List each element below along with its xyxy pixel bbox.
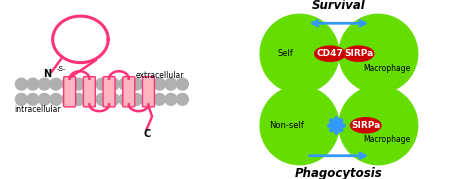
Text: Phagocytosis: Phagocytosis — [295, 167, 383, 179]
Circle shape — [142, 93, 154, 105]
Circle shape — [154, 93, 165, 105]
Circle shape — [108, 78, 119, 90]
Circle shape — [38, 93, 50, 105]
Circle shape — [142, 78, 154, 90]
Ellipse shape — [343, 46, 374, 61]
Text: Non-self: Non-self — [270, 121, 304, 130]
Circle shape — [50, 78, 62, 90]
Text: -S-: -S- — [57, 66, 66, 72]
Circle shape — [130, 78, 142, 90]
Circle shape — [130, 93, 142, 105]
Circle shape — [27, 93, 39, 105]
Text: Macrophage: Macrophage — [364, 64, 411, 72]
Text: intracellular: intracellular — [14, 105, 61, 114]
FancyBboxPatch shape — [103, 77, 115, 107]
Text: extracellular: extracellular — [136, 71, 184, 80]
Circle shape — [38, 78, 50, 90]
Circle shape — [119, 93, 131, 105]
Circle shape — [339, 86, 418, 165]
Text: Survival: Survival — [312, 0, 366, 12]
Circle shape — [27, 78, 39, 90]
Text: SIRPa: SIRPa — [351, 121, 380, 130]
Circle shape — [50, 93, 62, 105]
Circle shape — [339, 14, 418, 93]
Circle shape — [154, 78, 165, 90]
Circle shape — [165, 78, 177, 90]
Circle shape — [260, 14, 339, 93]
Circle shape — [176, 93, 188, 105]
FancyBboxPatch shape — [143, 77, 155, 107]
Circle shape — [108, 93, 119, 105]
Text: CD47: CD47 — [317, 49, 343, 58]
Circle shape — [119, 78, 131, 90]
Circle shape — [84, 78, 96, 90]
Text: Macrophage: Macrophage — [364, 135, 411, 144]
Circle shape — [165, 93, 177, 105]
FancyBboxPatch shape — [123, 77, 135, 107]
FancyBboxPatch shape — [64, 77, 76, 107]
Circle shape — [16, 93, 27, 105]
FancyBboxPatch shape — [83, 77, 95, 107]
Text: C: C — [144, 129, 151, 139]
Text: N: N — [43, 69, 51, 79]
Circle shape — [176, 78, 188, 90]
Circle shape — [73, 78, 85, 90]
Circle shape — [96, 93, 108, 105]
Circle shape — [73, 93, 85, 105]
Circle shape — [84, 93, 96, 105]
Circle shape — [62, 93, 73, 105]
Text: SIRPa: SIRPa — [344, 49, 373, 58]
Circle shape — [16, 78, 27, 90]
Text: Self: Self — [277, 49, 293, 58]
Ellipse shape — [315, 46, 345, 61]
Ellipse shape — [351, 118, 381, 133]
Circle shape — [62, 78, 73, 90]
Circle shape — [96, 78, 108, 90]
Circle shape — [260, 86, 339, 165]
